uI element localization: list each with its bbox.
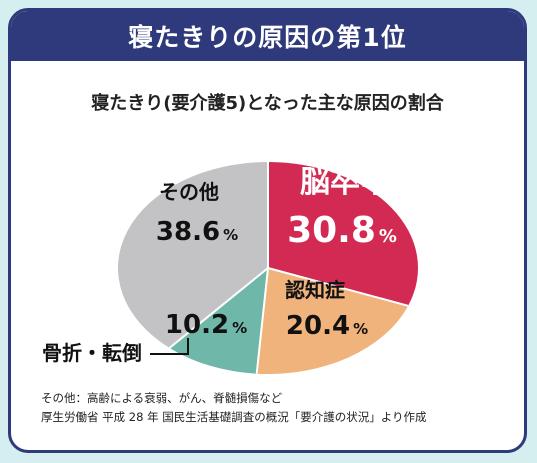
slice-separator-1 (267, 267, 409, 307)
chart-title: 寝たきり(要介護5)となった主な原因の割合 (91, 93, 444, 114)
slice-label-3: その他 (159, 180, 219, 204)
slice-label-2: 骨折・転倒 (42, 341, 142, 365)
slice-value-1: 20.4% (286, 311, 368, 341)
page-title: 寝たきりの原因の第1位 (11, 11, 524, 61)
slice-label-1: 認知症 (285, 278, 345, 302)
pie-slice-1 (256, 268, 409, 375)
pie-slice-0 (268, 161, 419, 306)
slice-separator-3 (168, 267, 269, 349)
footnote-other: その他：高齢による衰弱、がん、脊髄損傷など (41, 391, 283, 405)
pie-slice-2 (169, 268, 268, 374)
pie-slice-3 (117, 162, 268, 348)
footnotes: その他：高齢による衰弱、がん、脊髄損傷など 厚生労働省 平成 28 年 国民生活… (41, 389, 427, 427)
slice-value-3: 38.6% (156, 217, 238, 247)
slice-separator-2 (255, 267, 269, 374)
slice-value-2: 10.2% (165, 310, 247, 340)
slice-label-0: 脳卒中 (300, 165, 390, 200)
infographic-card: 寝たきりの原因の第1位 寝たきり(要介護5)となった主な原因の割合 その他：高齢… (8, 8, 527, 453)
leader-line (150, 338, 189, 355)
footnote-source: 厚生労働省 平成 28 年 国民生活基礎調査の概況「要介護の状況」より作成 (41, 410, 427, 424)
slice-value-0: 30.8% (287, 210, 397, 251)
